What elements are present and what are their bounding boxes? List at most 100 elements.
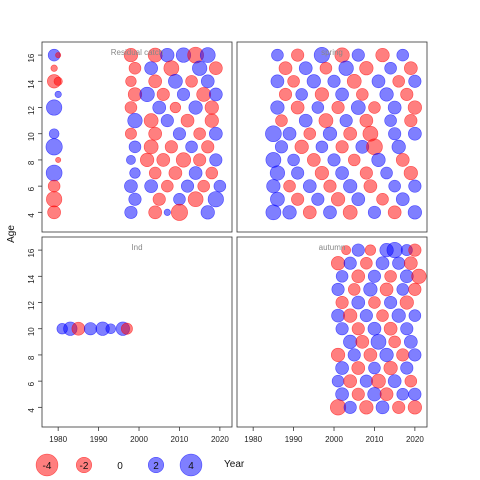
bubble-point: [271, 48, 284, 62]
bubble-point: [319, 61, 333, 75]
bubble-point: [144, 179, 158, 193]
bubble-point: [295, 88, 308, 101]
bubble-point: [371, 373, 386, 389]
bubble-point: [204, 100, 219, 115]
bubble-point: [341, 245, 352, 256]
x-tick-label: 2000: [325, 435, 343, 444]
bubble-point: [143, 113, 159, 128]
bubble-point: [411, 268, 427, 284]
bubble-point: [201, 140, 215, 154]
bubble-point: [391, 308, 406, 323]
bubble-point: [143, 139, 159, 155]
bubble-point: [351, 243, 365, 257]
bubble-point: [175, 152, 192, 168]
bubble-point: [388, 335, 401, 349]
bubble-point: [168, 73, 183, 89]
bubble-point: [83, 322, 98, 336]
bubble-point: [176, 87, 191, 101]
bubble-point: [55, 156, 62, 163]
bubble-point: [315, 140, 329, 154]
y-tick-label: 14: [27, 79, 36, 88]
panel-title: spring: [321, 48, 343, 57]
bubble-point: [331, 374, 345, 388]
bubble-point: [291, 192, 305, 206]
panel-title: Residual catch: [111, 48, 163, 57]
bubble-point: [188, 100, 203, 115]
panel-title: autumn: [319, 243, 346, 252]
bubble-point: [126, 155, 136, 165]
bubble-point: [209, 126, 223, 141]
bubble-point: [323, 179, 337, 193]
y-tick-label: 12: [27, 301, 36, 310]
bubble-point: [187, 191, 204, 208]
bubble-point: [335, 322, 349, 336]
bubble-point: [379, 282, 394, 297]
legend-label: 0: [117, 461, 123, 472]
bubble-point: [323, 205, 337, 220]
bubble-point: [396, 388, 409, 401]
bubble-point: [144, 61, 158, 76]
bubble-point: [188, 166, 203, 180]
bubble-point: [343, 308, 358, 323]
bubble-point: [387, 374, 402, 388]
bubble-point: [291, 48, 305, 62]
bubble-point: [185, 75, 198, 88]
bubble-point: [395, 153, 410, 167]
bubble-point: [287, 153, 300, 167]
bubble-point: [331, 282, 345, 296]
bubble-point: [278, 87, 293, 101]
panel-1: [236, 41, 428, 233]
bubble-point: [355, 335, 370, 349]
bubble-point: [294, 139, 309, 154]
bubble-point: [396, 283, 409, 296]
bubble-point: [343, 334, 358, 349]
bubble-point: [404, 335, 418, 349]
bubble-point: [370, 334, 387, 350]
bubble-point: [351, 322, 365, 336]
bubble-point: [163, 208, 171, 216]
bubble-point: [181, 179, 195, 193]
bubble-point: [335, 361, 349, 375]
bubble-point: [128, 61, 142, 75]
bubble-point: [408, 309, 422, 322]
bubble-point: [351, 192, 366, 207]
bubble-point: [335, 166, 349, 180]
bubble-point: [359, 400, 374, 415]
bubble-point: [380, 166, 393, 180]
bubble-point: [371, 152, 386, 168]
panel-frame: [41, 236, 233, 428]
bubble-point: [128, 140, 142, 154]
bubble-point: [314, 87, 329, 102]
bubble-point: [400, 361, 414, 375]
bubble-point: [347, 283, 361, 296]
bubble-point: [408, 387, 422, 401]
bubble-point: [392, 400, 406, 414]
bubble-point: [291, 166, 305, 180]
bubble-point: [124, 205, 138, 219]
bubble-point: [360, 256, 373, 270]
bubble-point: [54, 90, 62, 98]
bubble-point: [395, 192, 410, 207]
bubble-point: [148, 205, 162, 220]
bubble-point: [359, 374, 373, 388]
bubble-point: [125, 75, 137, 87]
bubble-point: [306, 74, 321, 89]
y-tick-label: 4: [27, 213, 36, 218]
bubble-point: [387, 205, 402, 220]
bubble-point: [388, 179, 401, 193]
bubble-point: [367, 269, 381, 283]
bubble-point: [278, 61, 293, 76]
bubble-point: [185, 140, 198, 154]
bubble-point: [342, 205, 358, 220]
y-tick-label: 4: [27, 408, 36, 413]
bubble-point: [168, 166, 183, 180]
bubble-point: [408, 74, 422, 88]
bubble-point: [266, 179, 281, 194]
bubble-point: [196, 87, 212, 102]
bubble-point: [128, 192, 142, 206]
bubble-point: [384, 61, 397, 75]
bubble-point: [343, 179, 358, 194]
bubble-point: [193, 127, 206, 140]
bubble-point: [399, 295, 414, 310]
bubble-point: [367, 387, 382, 402]
